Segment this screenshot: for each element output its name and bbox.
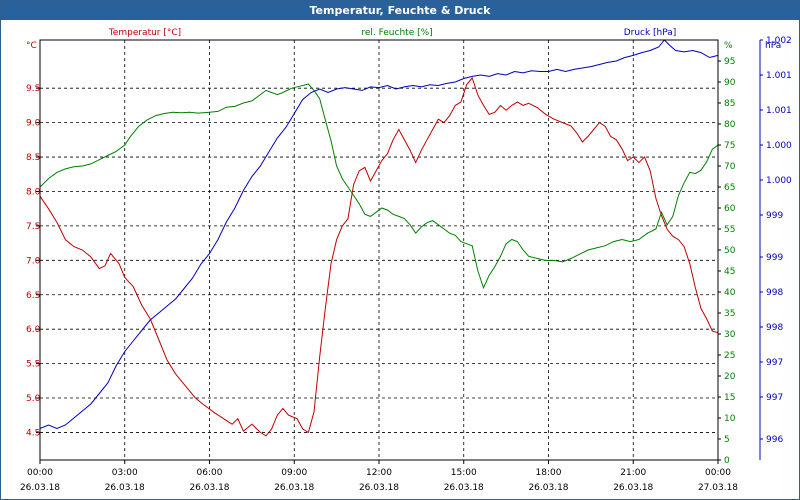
humidity-tick-label: 10 <box>724 414 736 424</box>
pressure-tick-label: 1.000 <box>766 176 792 186</box>
axis-bottom: 00:00 26.03.18 03:00 26.03.18 06:00 26.03.18 0… <box>20 460 738 493</box>
time-tick-label: 21:00 <box>620 468 646 478</box>
time-tick-label: 18:00 <box>536 468 562 478</box>
humidity-tick-label: 40 <box>724 288 736 298</box>
time-tick-label: 00:00 <box>27 468 53 478</box>
axis-right-pressure: 996 997 997 998 998 999 999 1.000 1.000 1.001 1.00… <box>759 36 792 460</box>
temperature-tick-label: 4.5 <box>26 428 40 438</box>
humidity-tick-label: 70 <box>724 162 736 172</box>
axis-right-humidity: 0 5 10 15 20 25 30 35 40 45 50 55 60 65 70 75 80 85 90 95 <box>718 57 736 466</box>
pressure-tick-label: 1.000 <box>766 141 792 151</box>
humidity-tick-label: 85 <box>724 99 735 109</box>
temperature-tick-label: 9.5 <box>26 84 40 94</box>
pressure-tick-label: 998 <box>766 323 783 333</box>
humidity-axis-label: rel. Feuchte [%] <box>361 28 432 38</box>
time-tick-label: 00:00 <box>705 468 731 478</box>
pressure-tick-label: 1.002 <box>766 36 792 46</box>
pressure-tick-label: 1.001 <box>766 106 792 116</box>
pressure-tick-label: 999 <box>766 211 783 221</box>
humidity-tick-label: 5 <box>724 435 730 445</box>
temperature-tick-label: 7.0 <box>26 256 41 266</box>
humidity-tick-label: 20 <box>724 372 736 382</box>
pressure-axis-label: Druck [hPa] <box>624 28 677 38</box>
time-tick-label: 03:00 <box>112 468 138 478</box>
humidity-tick-label: 0 <box>724 456 730 466</box>
humidity-tick-label: 50 <box>724 246 736 256</box>
humidity-tick-label: 60 <box>724 204 736 214</box>
date-tick-label: 26.03.18 <box>20 483 60 493</box>
date-tick-label: 26.03.18 <box>528 483 568 493</box>
temperature-tick-label: 6.5 <box>26 291 40 301</box>
pressure-tick-label: 996 <box>766 435 783 445</box>
temperature-tick-label: 5.0 <box>26 394 41 404</box>
pressure-unit-label: hPa <box>765 41 781 51</box>
humidity-tick-label: 75 <box>724 141 735 151</box>
window-title: Temperatur, Feuchte & Druck <box>1 1 799 20</box>
humidity-tick-label: 45 <box>724 267 735 277</box>
grid-layer <box>40 40 718 460</box>
temperature-tick-label: 9.0 <box>26 119 41 129</box>
humidity-tick-label: 80 <box>724 120 736 130</box>
humidity-tick-label: 15 <box>724 393 735 403</box>
humidity-tick-label: 95 <box>724 57 735 67</box>
temperature-tick-label: 7.5 <box>26 222 40 232</box>
humidity-tick-label: 65 <box>724 183 735 193</box>
humidity-tick-label: 35 <box>724 309 735 319</box>
humidity-series-line <box>39 83 719 290</box>
pressure-tick-label: 1.001 <box>766 71 792 81</box>
axis-left: 4.5 5.0 5.5 6.0 6.5 7.0 7.5 8.0 8.5 9.0 9.5 <box>26 84 41 438</box>
pressure-series-line <box>39 39 719 430</box>
humidity-tick-label: 90 <box>724 78 736 88</box>
temperature-tick-label: 5.5 <box>26 360 40 370</box>
temperature-axis-label: Temperatur [°C] <box>108 28 181 38</box>
time-tick-label: 09:00 <box>281 468 307 478</box>
date-tick-label: 26.03.18 <box>105 483 145 493</box>
pressure-tick-label: 997 <box>766 393 783 403</box>
temperature-tick-label: 8.5 <box>26 153 40 163</box>
temperature-tick-label: 8.0 <box>26 187 41 197</box>
humidity-tick-label: 25 <box>724 351 735 361</box>
time-tick-label: 06:00 <box>197 468 223 478</box>
pressure-tick-label: 999 <box>766 253 783 263</box>
temperature-unit-label: °C <box>26 41 37 51</box>
humidity-tick-label: 55 <box>724 225 735 235</box>
date-tick-label: 26.03.18 <box>189 483 229 493</box>
date-tick-label: 26.03.18 <box>444 483 484 493</box>
date-tick-label: 27.03.18 <box>698 483 738 493</box>
date-tick-label: 26.03.18 <box>274 483 314 493</box>
pressure-tick-label: 998 <box>766 288 783 298</box>
time-tick-label: 12:00 <box>366 468 392 478</box>
humidity-unit-label: % <box>724 41 733 51</box>
temperature-series-line <box>39 76 719 437</box>
date-tick-label: 26.03.18 <box>359 483 399 493</box>
temperature-tick-label: 6.0 <box>26 325 41 335</box>
humidity-tick-label: 30 <box>724 330 736 340</box>
date-tick-label: 26.03.18 <box>613 483 653 493</box>
pressure-tick-label: 997 <box>766 358 783 368</box>
time-tick-label: 15:00 <box>451 468 477 478</box>
series-layer <box>39 39 719 437</box>
